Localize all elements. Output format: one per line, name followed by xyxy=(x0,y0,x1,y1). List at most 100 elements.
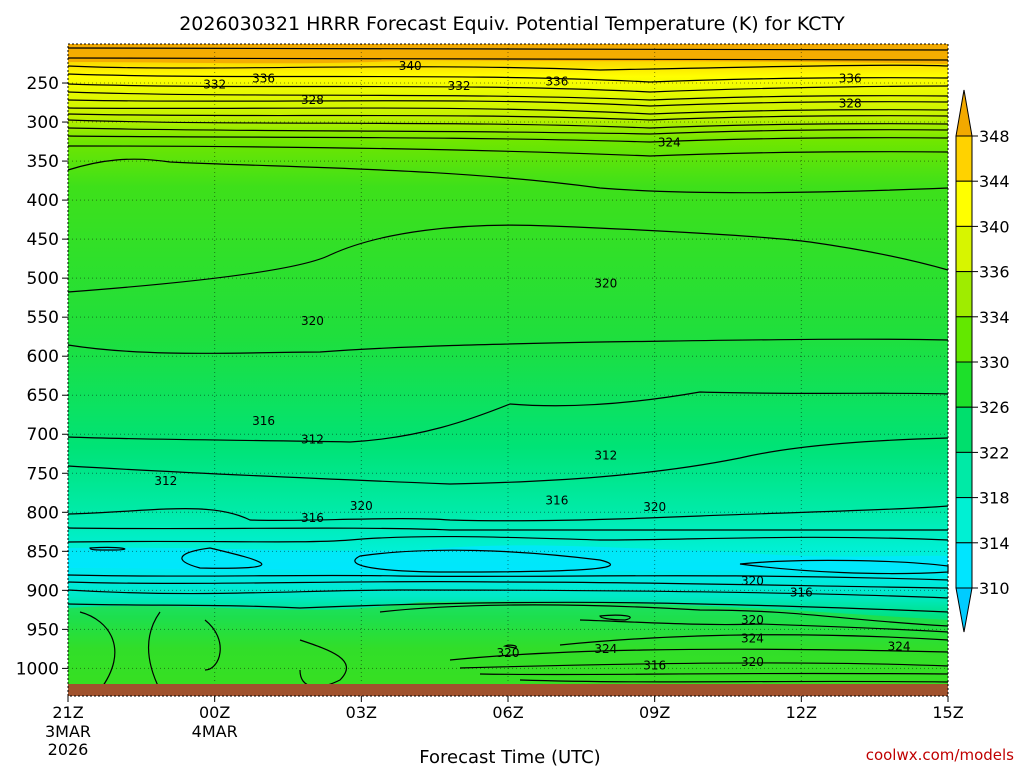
y-tick-label: 750 xyxy=(27,464,59,484)
colorbar-label: 330 xyxy=(979,353,1010,372)
x-tick-sublabel: 2026 xyxy=(48,740,89,759)
colorbar-label: 348 xyxy=(979,127,1010,146)
colorbar-label: 344 xyxy=(979,172,1010,191)
contour-label-text: 316 xyxy=(790,586,813,600)
y-tick-label: 650 xyxy=(27,386,59,406)
colorbar-segment xyxy=(955,497,973,544)
y-tick-label: 600 xyxy=(27,347,59,367)
contour-label-text: 324 xyxy=(741,632,764,646)
contour-label: 324 xyxy=(658,135,681,149)
credit-link[interactable]: coolwx.com/models xyxy=(866,746,1014,764)
contour-label: 332 xyxy=(448,79,471,93)
contour-label-text: 312 xyxy=(154,474,177,488)
contour-label: 316 xyxy=(545,494,568,508)
x-tick-label: 06Z xyxy=(492,703,523,722)
colorbar-label: 336 xyxy=(979,263,1010,282)
contour-label: 320 xyxy=(497,646,520,660)
x-tick-sublabel: 3MAR xyxy=(45,722,91,741)
chart-title: 2026030321 HRRR Forecast Equiv. Potentia… xyxy=(179,13,845,35)
contour-label: 332 xyxy=(203,78,226,92)
y-tick-label: 300 xyxy=(27,113,59,133)
y-axis: 250 300 350 400 450 500 550 600 650 700 750 800 850 9… xyxy=(16,74,68,679)
y-tick-label: 700 xyxy=(27,425,59,445)
contour-label-text: 312 xyxy=(301,433,324,447)
contour-label-text: 332 xyxy=(203,78,226,92)
contour-label-text: 320 xyxy=(741,655,764,669)
contour-label: 312 xyxy=(154,474,177,488)
colorbar-label: 310 xyxy=(979,579,1010,598)
contour-label: 320 xyxy=(643,500,666,514)
contour-label-text: 336 xyxy=(252,71,275,85)
contour-label-text: 320 xyxy=(301,314,324,328)
x-tick-label: 15Z xyxy=(932,703,963,722)
cold-layer-fill xyxy=(68,545,948,572)
contour-label: 316 xyxy=(301,511,324,525)
x-tick-label: 21Z xyxy=(52,703,83,722)
colorbar-label: 322 xyxy=(979,443,1010,462)
contour-label: 336 xyxy=(545,74,568,88)
y-tick-label: 400 xyxy=(27,191,59,211)
colorbar-top-arrow xyxy=(955,89,973,137)
contour-label: 340 xyxy=(399,59,422,73)
contour-label-text: 320 xyxy=(741,574,764,588)
x-tick-sublabel: 4MAR xyxy=(192,722,238,741)
contour-label: 328 xyxy=(301,93,324,107)
contour-label: 324 xyxy=(888,640,911,654)
boundary-layer-fill xyxy=(68,601,948,684)
contour-label-text: 320 xyxy=(741,613,764,627)
contour-label: 320 xyxy=(741,574,764,588)
x-axis-label: Forecast Time (UTC) xyxy=(419,747,600,768)
contour-label: 324 xyxy=(594,642,617,656)
y-tick-label: 800 xyxy=(27,503,59,523)
y-tick-label: 950 xyxy=(27,620,59,640)
y-tick-label: 1000 xyxy=(16,659,59,679)
contour-label: 336 xyxy=(252,71,275,85)
x-tick-label: 09Z xyxy=(639,703,670,722)
colorbar-label: 314 xyxy=(979,534,1010,553)
contour-label-text: 336 xyxy=(545,74,568,88)
x-tick-label: 12Z xyxy=(786,703,817,722)
contour-label: 336 xyxy=(839,71,862,85)
contour-label-text: 320 xyxy=(497,646,520,660)
contour-label: 312 xyxy=(301,433,324,447)
colorbar-label: 318 xyxy=(979,489,1010,508)
y-tick-label: 350 xyxy=(27,152,59,172)
contour-label: 320 xyxy=(741,613,764,627)
contour-label-text: 316 xyxy=(252,414,275,428)
time-gridlines xyxy=(214,44,802,684)
contour-label: 320 xyxy=(301,314,324,328)
colorbar-segment xyxy=(955,542,973,589)
contour-label: 316 xyxy=(643,658,666,672)
contour-label-text: 320 xyxy=(643,500,666,514)
colorbar-segment xyxy=(955,316,973,363)
contour-label-text: 316 xyxy=(301,511,324,525)
contour-label: 320 xyxy=(594,277,617,291)
colorbar-label: 340 xyxy=(979,217,1010,236)
contour-label-text: 324 xyxy=(594,642,617,656)
contour-label-text: 340 xyxy=(399,59,422,73)
contour-label: 316 xyxy=(790,586,813,600)
y-tick-label: 250 xyxy=(27,74,59,94)
contour-label: 324 xyxy=(741,632,764,646)
contour-label: 312 xyxy=(594,448,617,462)
colorbar-label: 334 xyxy=(979,308,1010,327)
contour-label-text: 336 xyxy=(839,71,862,85)
y-tick-label: 550 xyxy=(27,308,59,328)
contour-label-text: 332 xyxy=(448,79,471,93)
contour-label-text: 328 xyxy=(839,96,862,110)
colorbar-segment xyxy=(955,361,973,408)
contour-label: 328 xyxy=(839,96,862,110)
colorbar: 348 344 340 336 334 330 326 322 318 314 310 xyxy=(955,89,1010,633)
contour-label-text: 316 xyxy=(643,658,666,672)
contour-label-text: 328 xyxy=(301,93,324,107)
y-tick-label: 500 xyxy=(27,269,59,289)
contour-label-text: 320 xyxy=(350,499,373,513)
contour-label-text: 320 xyxy=(594,277,617,291)
colorbar-segment xyxy=(955,451,973,499)
colorbar-segment xyxy=(955,135,973,182)
y-tick-label: 450 xyxy=(27,230,59,250)
colorbar-segment xyxy=(955,180,973,227)
colorbar-bottom-arrow xyxy=(955,587,973,633)
